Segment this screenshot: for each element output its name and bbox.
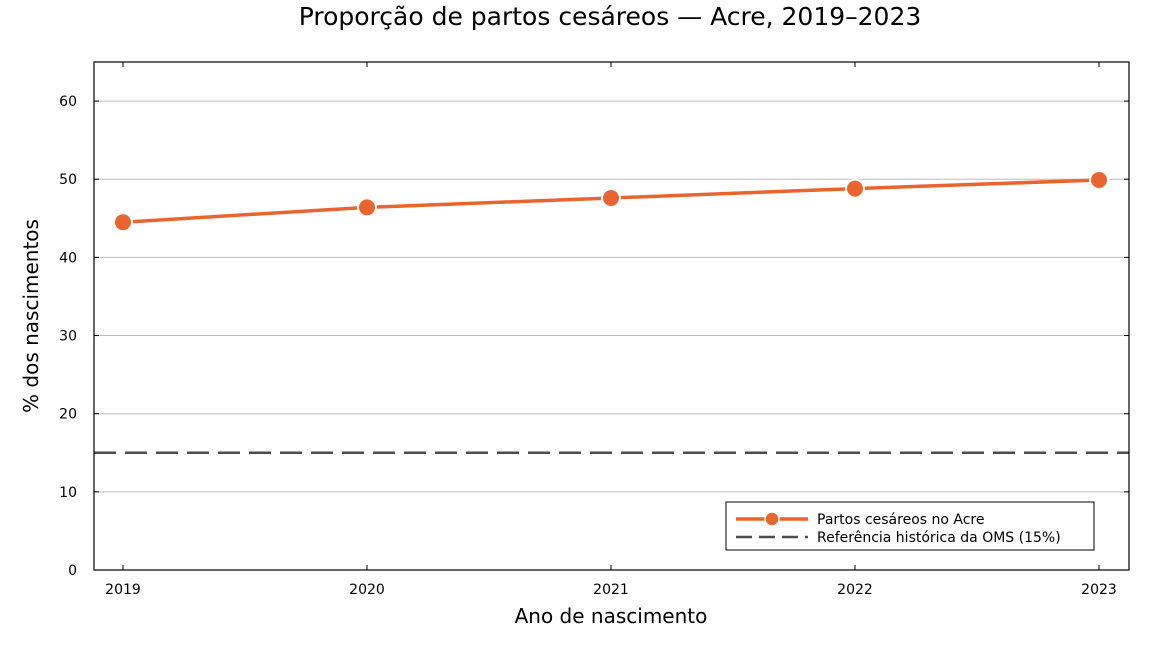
chart-title: Proporção de partos cesáreos — Acre, 201…: [298, 2, 922, 31]
y-tick-label: 0: [68, 563, 77, 579]
y-tick-label: 40: [59, 250, 77, 266]
x-tick-label: 2022: [837, 582, 873, 598]
y-tick-label: 60: [59, 94, 77, 110]
legend-series-label: Partos cesáreos no Acre: [817, 512, 984, 528]
data-point: [357, 197, 377, 218]
data-point: [601, 187, 621, 208]
y-axis-title: % dos nascimentos: [19, 219, 43, 413]
data-point: [113, 212, 133, 233]
x-tick-label: 2021: [593, 582, 629, 598]
y-tick-label: 10: [59, 485, 77, 501]
axis-ticks: 0 10 20 30 40 50 60 2019 2020 2021 2022 2023: [59, 62, 1129, 598]
plot-area-frame: [93, 61, 1130, 571]
y-tick-label: 20: [59, 407, 77, 423]
series-layer: [113, 170, 1109, 233]
legend-series-marker: [764, 511, 780, 527]
x-tick-label: 2023: [1081, 582, 1117, 598]
y-tick-label: 30: [59, 329, 77, 345]
data-point: [1089, 170, 1109, 191]
gridlines: [94, 100, 1129, 493]
legend-reference-label: Referência histórica da OMS (15%): [817, 530, 1061, 546]
legend-box: [725, 501, 1095, 551]
legend: Partos cesáreos no Acre Referência histó…: [725, 501, 1095, 551]
x-tick-label: 2019: [105, 582, 141, 598]
x-tick-label: 2020: [349, 582, 385, 598]
y-tick-label: 50: [59, 172, 77, 188]
x-axis-title: Ano de nascimento: [515, 604, 708, 628]
data-point: [845, 178, 865, 199]
